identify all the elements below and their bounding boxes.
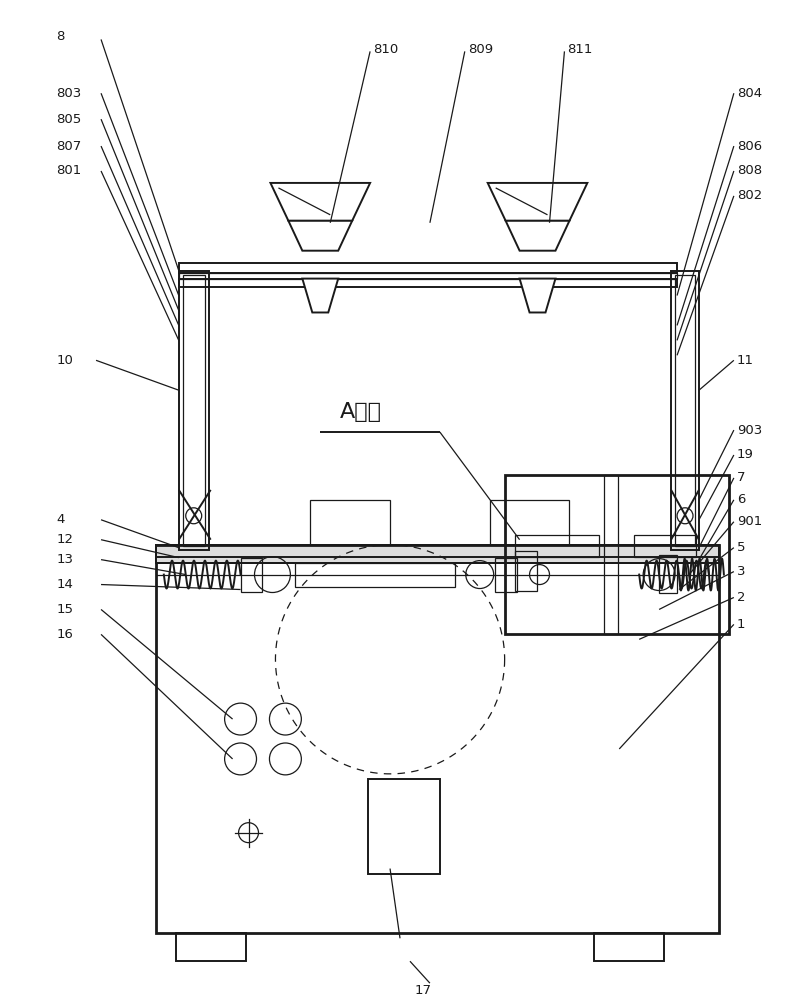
- Text: 15: 15: [56, 603, 73, 616]
- Bar: [675, 275, 695, 546]
- Bar: [156, 545, 719, 563]
- Text: 805: 805: [56, 113, 81, 126]
- Text: 11: 11: [737, 354, 753, 367]
- Polygon shape: [488, 183, 588, 221]
- Text: 7: 7: [737, 471, 745, 484]
- Bar: [368, 779, 440, 874]
- Polygon shape: [303, 279, 338, 312]
- Text: 14: 14: [56, 578, 73, 591]
- Text: 801: 801: [56, 164, 81, 177]
- Polygon shape: [288, 221, 352, 251]
- Bar: [310, 500, 390, 545]
- Text: 17: 17: [415, 984, 432, 997]
- Text: 8: 8: [56, 30, 64, 43]
- Text: 810: 810: [373, 43, 398, 56]
- Bar: [179, 273, 677, 279]
- Text: 802: 802: [737, 189, 762, 202]
- Polygon shape: [506, 221, 569, 251]
- Bar: [634, 535, 696, 557]
- Bar: [156, 545, 719, 557]
- Text: 2: 2: [737, 591, 745, 604]
- Bar: [514, 535, 599, 557]
- Bar: [514, 551, 537, 591]
- Bar: [183, 275, 204, 546]
- Bar: [495, 558, 517, 592]
- Text: 811: 811: [568, 43, 592, 56]
- Bar: [505, 475, 729, 634]
- Text: 4: 4: [56, 513, 64, 526]
- Bar: [295, 563, 455, 587]
- Bar: [175, 933, 246, 961]
- Bar: [659, 555, 677, 593]
- Text: 903: 903: [737, 424, 762, 437]
- Bar: [156, 545, 719, 933]
- Text: 5: 5: [737, 541, 745, 554]
- Text: 807: 807: [56, 140, 81, 153]
- Bar: [179, 279, 677, 287]
- Bar: [594, 933, 664, 961]
- Text: 19: 19: [737, 448, 753, 461]
- Bar: [671, 271, 699, 550]
- Bar: [179, 263, 677, 273]
- Text: 12: 12: [56, 533, 73, 546]
- Text: 804: 804: [737, 87, 762, 100]
- Text: 10: 10: [56, 354, 73, 367]
- Text: 901: 901: [737, 515, 762, 528]
- Text: 6: 6: [737, 493, 745, 506]
- Bar: [605, 475, 618, 634]
- Text: 16: 16: [56, 628, 73, 641]
- Polygon shape: [270, 183, 370, 221]
- Text: A放大: A放大: [341, 402, 382, 422]
- Polygon shape: [519, 279, 555, 312]
- Text: 1: 1: [737, 618, 745, 631]
- Text: 808: 808: [737, 164, 762, 177]
- Text: 803: 803: [56, 87, 81, 100]
- Text: 13: 13: [56, 553, 73, 566]
- Text: 806: 806: [737, 140, 762, 153]
- Bar: [241, 558, 262, 592]
- Bar: [179, 271, 208, 550]
- Text: 3: 3: [737, 565, 745, 578]
- Bar: [489, 500, 569, 545]
- Text: 809: 809: [468, 43, 493, 56]
